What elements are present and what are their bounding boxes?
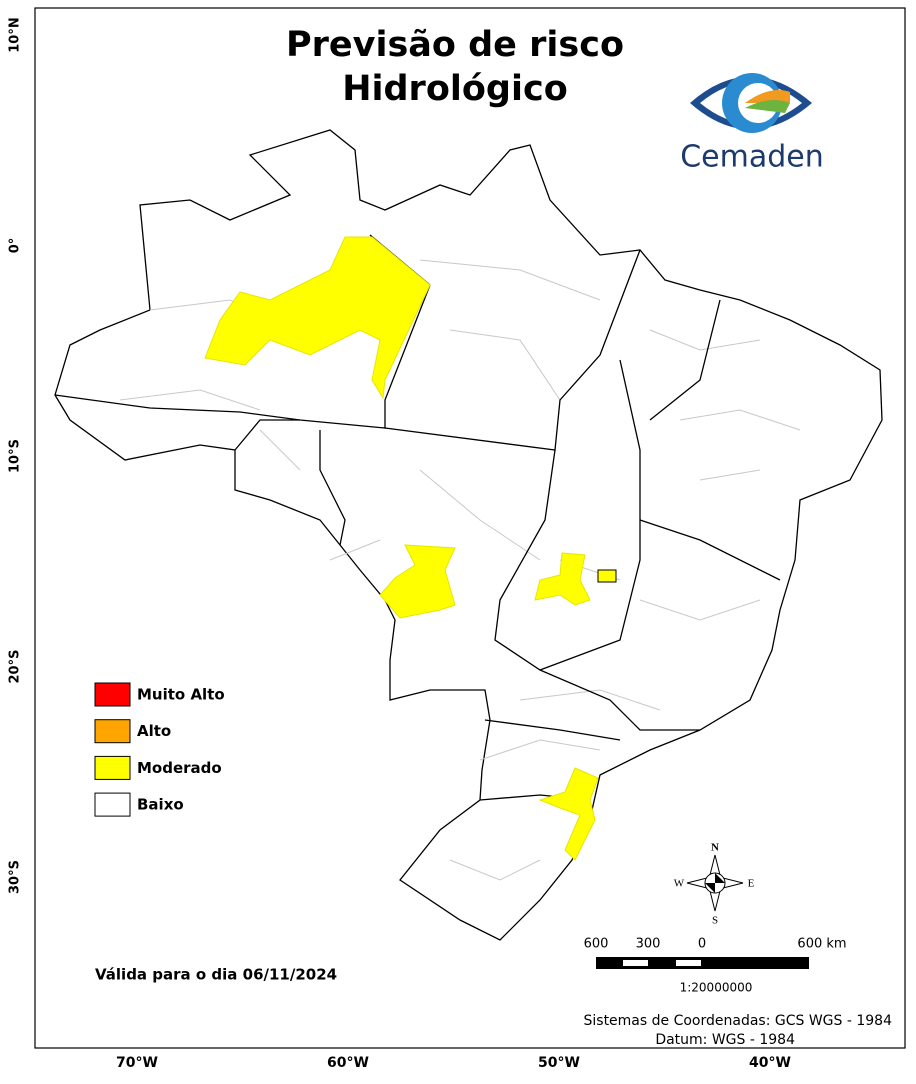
logo-text: Cemaden: [680, 140, 824, 175]
scale-label: 600: [584, 937, 609, 952]
area-santa-catarina: [538, 767, 599, 861]
y-axis-label: 0°: [8, 238, 23, 254]
legend-label: Baixo: [137, 796, 184, 814]
logo: Cemaden: [680, 73, 824, 175]
legend-swatch: [94, 682, 131, 707]
y-axis-label: 10°S: [8, 439, 23, 473]
legend-swatch: [94, 792, 131, 817]
area-small: [597, 569, 617, 583]
footer-text: Datum: WGS - 1984: [655, 1032, 795, 1048]
compass-e: E: [748, 878, 755, 890]
map-title: Previsão de risco: [286, 25, 624, 65]
compass-w: W: [674, 878, 685, 890]
x-axis-label: 40°W: [749, 1055, 791, 1071]
legend-label: Alto: [137, 722, 171, 740]
y-axis-label: 30°S: [8, 860, 23, 894]
legend-label: Moderado: [137, 759, 222, 777]
compass-s: S: [712, 915, 718, 927]
area-amazon: [204, 236, 431, 400]
x-axis-label: 50°W: [538, 1055, 580, 1071]
y-axis-label: 10°N: [8, 17, 23, 52]
legend: Muito Alto Alto Moderado Baixo: [94, 682, 225, 817]
legend-swatch: [94, 755, 131, 780]
scale-label: 0: [698, 937, 706, 952]
compass: N S W E: [674, 842, 755, 927]
legend-label: Muito Alto: [137, 686, 225, 704]
scale-label: 600 km: [797, 937, 846, 952]
moderate-areas: [204, 236, 617, 861]
x-axis-label: 70°W: [116, 1055, 158, 1071]
y-axis-label: 20°S: [8, 650, 23, 684]
area-goias: [534, 552, 591, 606]
x-axis-label: 60°W: [327, 1055, 369, 1071]
axis-labels: 10°N 0° 10°S 20°S 30°S 70°W 60°W 50°W 40°W: [8, 17, 791, 1071]
compass-n: N: [711, 842, 719, 854]
scale-ratio: 1:20000000: [680, 981, 753, 995]
scale-label: 300: [636, 937, 661, 952]
map-title: Hidrológico: [342, 69, 568, 109]
scale-bar: 600 300 0 600 km 1:20000000: [584, 937, 847, 995]
valid-date: Válida para o dia 06/11/2024: [95, 966, 337, 984]
footer-text: Sistemas de Coordenadas: GCS WGS - 1984: [584, 1013, 893, 1029]
area-mato-grosso: [379, 544, 456, 619]
legend-swatch: [94, 719, 131, 744]
